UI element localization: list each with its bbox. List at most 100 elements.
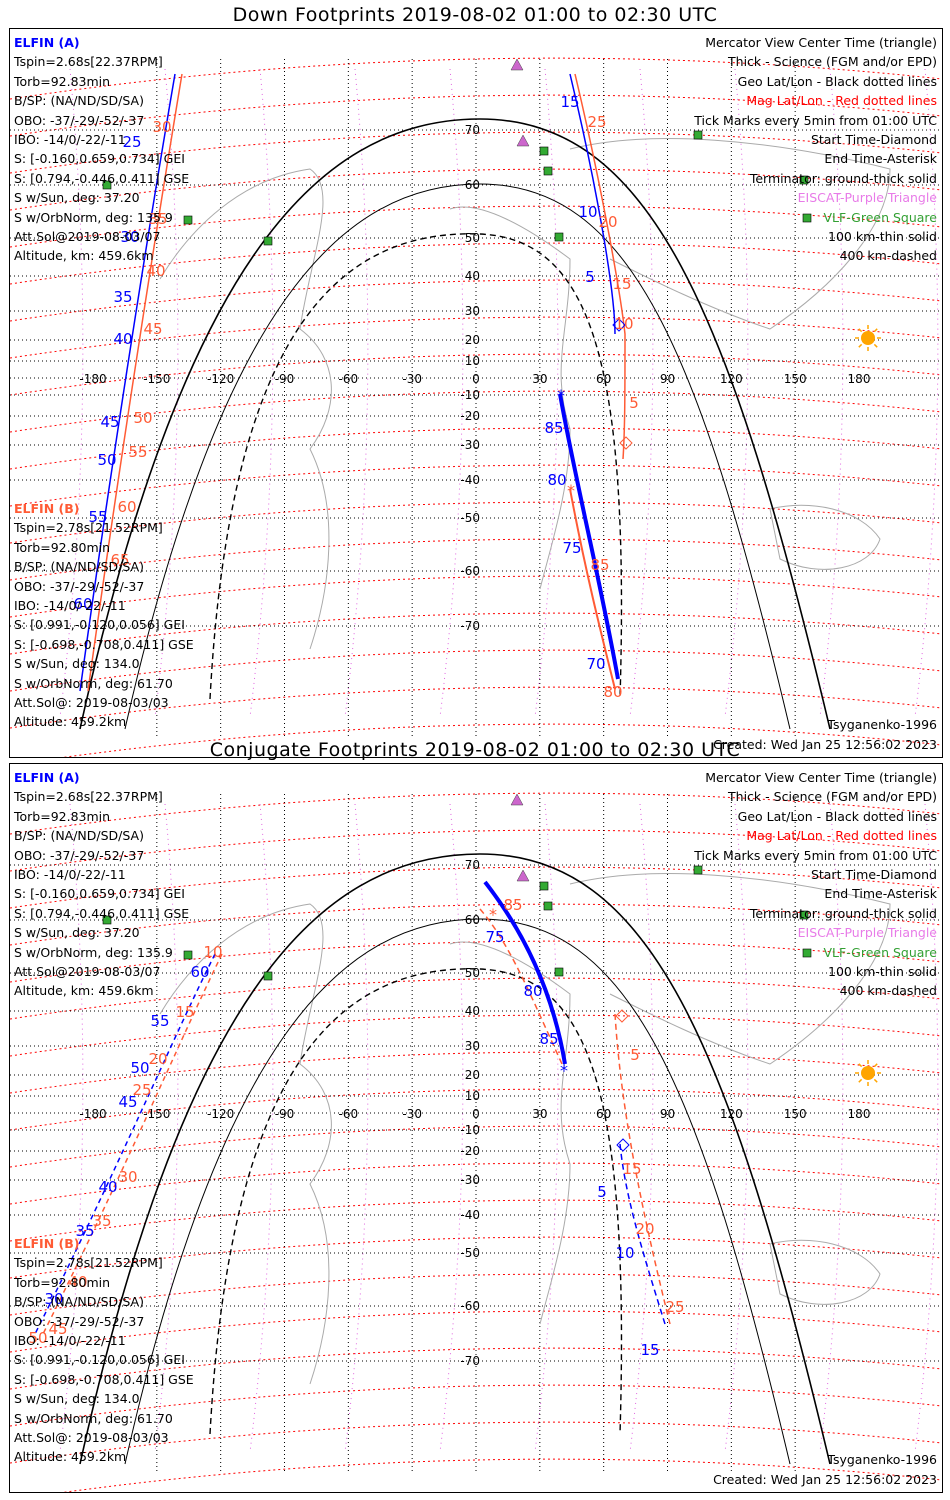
elfin-b-tick-label: 40	[146, 262, 165, 280]
legend-mag: Mag Lat/Lon - Red dotted lines	[746, 93, 937, 109]
elfin-b-tick-label: 15	[622, 1160, 641, 1178]
elfin-b-line: OBO: -37/-29/-52/-37	[14, 578, 145, 594]
mag-latitude-line	[10, 1310, 942, 1353]
elfin-b-line: B/SP: (NA/ND/SD/SA)	[14, 559, 144, 575]
elfin-a-line: S w/Sun, deg: 37.20	[14, 190, 140, 206]
elfin-a-tick-label: 60	[190, 963, 209, 981]
longitude-tick-label: -90	[275, 1107, 295, 1121]
latitude-tick-label: 70	[465, 858, 480, 872]
mag-latitude-line	[10, 612, 942, 655]
legend-end: End Time-Asterisk	[824, 151, 937, 167]
sun-ray	[858, 328, 863, 333]
eiscat-triangle-icon	[510, 793, 524, 806]
latitude-tick-label: 40	[465, 1004, 480, 1018]
elfin-b-line: S: [0.991,-0.120,0.056] GEI	[14, 617, 185, 633]
elfin-a-tick-label: 60	[73, 595, 92, 613]
vlf-square-icon	[539, 881, 549, 891]
elfin-a-tick-label: 55	[150, 1012, 169, 1030]
map-svg-conjugate: -180 -150 -120 -90 -60 -30 0 30 60 90 120 150 180706…	[10, 792, 942, 1492]
elfin-a-tick-label: 70	[586, 655, 605, 673]
mag-longitude-line	[629, 68, 654, 718]
longitude-tick-label: -150	[143, 372, 170, 386]
elfin-a-tick-label: 75	[562, 539, 581, 557]
mag-latitude-line	[10, 538, 942, 581]
elfin-b-line: Torb=92.80min	[14, 1274, 111, 1290]
elfin-b-label: ELFIN (B)	[14, 501, 80, 516]
elfin-a-track-west	[79, 73, 176, 692]
elfin-a-track-west	[34, 953, 216, 1335]
legend-geo: Geo Lat/Lon - Black dotted lines	[737, 73, 937, 89]
elfin-a-line: S w/OrbNorm, deg: 135.9	[14, 944, 173, 960]
elfin-a-line: S: [0.794,-0.446,0.411] GSE	[14, 905, 190, 921]
elfin-b-line: S: [0.991,-0.120,0.056] GEI	[14, 1352, 185, 1368]
elfin-a-line: Att.Sol@2019-08-03/07	[14, 228, 161, 244]
latitude-tick-label: 30	[465, 1039, 480, 1053]
elfin-a-tick-label: 35	[113, 288, 132, 306]
elfin-b-tick-label: 55	[128, 443, 147, 461]
elfin-a-tick-label: 80	[547, 471, 566, 489]
elfin-b-tick-label: 85	[590, 556, 609, 574]
legend-eiscat: EISCAT-Purple Triangle	[797, 190, 937, 206]
elfin-a-tick-label: 50	[97, 451, 116, 469]
elfin-a-line: IBO: -14/0/-22/-11	[14, 131, 126, 147]
mag-longitude-line	[534, 68, 559, 718]
latitude-tick-label: 20	[465, 1068, 480, 1082]
elfin-a-line: S: [0.794,-0.446,0.411] GSE	[14, 170, 190, 186]
elfin-a-track-east	[569, 73, 616, 335]
vlf-square-icon	[543, 901, 553, 911]
elfin-a-tick-label: 85	[539, 1030, 558, 1048]
panel-title-conjugate: Conjugate Footprints 2019-08-02 01:00 to…	[209, 739, 741, 761]
longitude-tick-label: 90	[660, 372, 675, 386]
mag-latitude-line	[10, 205, 942, 248]
latitude-tick-label: -60	[460, 564, 480, 578]
coastline	[449, 206, 571, 590]
elfin-a-label: ELFIN (A)	[14, 35, 80, 50]
elfin-b-tick-label: 30	[118, 1168, 137, 1186]
mag-latitude-line	[10, 903, 942, 946]
elfin-a-tick-label: 5	[597, 1183, 607, 1201]
terminator-ground	[79, 853, 831, 1465]
legend-terminator: Terminator: ground-thick solid	[749, 170, 937, 186]
elfin-a-info-down: ELFIN (A) Tspin=2.68s[22.37RPM] Torb=92.…	[14, 33, 189, 266]
legend-thick: Thick - Science (FGM and/or EPD)	[728, 54, 937, 70]
mag-latitude-line	[10, 1125, 942, 1168]
latitude-tick-label: 10	[465, 354, 480, 368]
elfin-b-track-east	[614, 1013, 671, 1325]
longitude-tick-label: -90	[275, 372, 295, 386]
sun-ray	[873, 1078, 878, 1083]
longitude-tick-label: 30	[532, 1107, 547, 1121]
elfin-b-line: B/SP: (NA/ND/SD/SA)	[14, 1294, 144, 1310]
elfin-a-science-track	[558, 393, 620, 680]
footer-created: Created: Wed Jan 25 12:56:02 2023	[713, 736, 937, 752]
elfin-b-tick-label: 20	[635, 1220, 654, 1238]
vlf-square-icon	[102, 915, 112, 925]
mag-latitude-line	[10, 131, 942, 174]
elfin-b-tick-label: 10	[614, 315, 633, 333]
terminator-100km	[124, 918, 791, 1465]
latitude-tick-label: -30	[460, 438, 480, 452]
elfin-b-tick-label: 50	[28, 1329, 47, 1347]
end-asterisk-icon: *	[489, 905, 497, 924]
sun-ray	[873, 343, 878, 348]
mag-latitude-line	[10, 1162, 942, 1205]
elfin-a-line: Altitude, km: 459.6km	[14, 983, 154, 999]
eiscat-triangle-icon	[516, 869, 530, 882]
elfin-b-line: Att.Sol@: 2019-08-03/03	[14, 694, 169, 710]
mag-latitude-line	[10, 1051, 942, 1094]
elfin-a-tick-label: 35	[75, 1222, 94, 1240]
vlf-square-icon	[263, 971, 273, 981]
legend-down: Mercator View Center Time (triangle) Thi…	[694, 33, 937, 266]
elfin-b-line: IBO: -14/0/-22/-11	[14, 1332, 126, 1348]
longitude-tick-label: 90	[660, 1107, 675, 1121]
end-asterisk-icon: *	[567, 481, 575, 500]
elfin-b-tick-label: 45	[48, 1320, 67, 1338]
map-panel-down: -180 -150 -120 -90 -60 -30 0 30 60 90 120 150 180 70 6…	[9, 28, 943, 758]
elfin-b-tick-label: 35	[92, 1212, 111, 1230]
end-asterisk-icon: *	[560, 1061, 568, 1080]
elfin-a-line: B/SP: (NA/ND/SD/SA)	[14, 828, 144, 844]
footer-model: Tsyganenko-1996	[827, 717, 937, 733]
elfin-b-line: Tspin=2.78s[21.52RPM]	[14, 1255, 163, 1271]
mag-latitude-line	[10, 1236, 942, 1279]
elfin-a-tick-label: 55	[88, 508, 107, 526]
elfin-b-tick-label: 15	[175, 1003, 194, 1021]
